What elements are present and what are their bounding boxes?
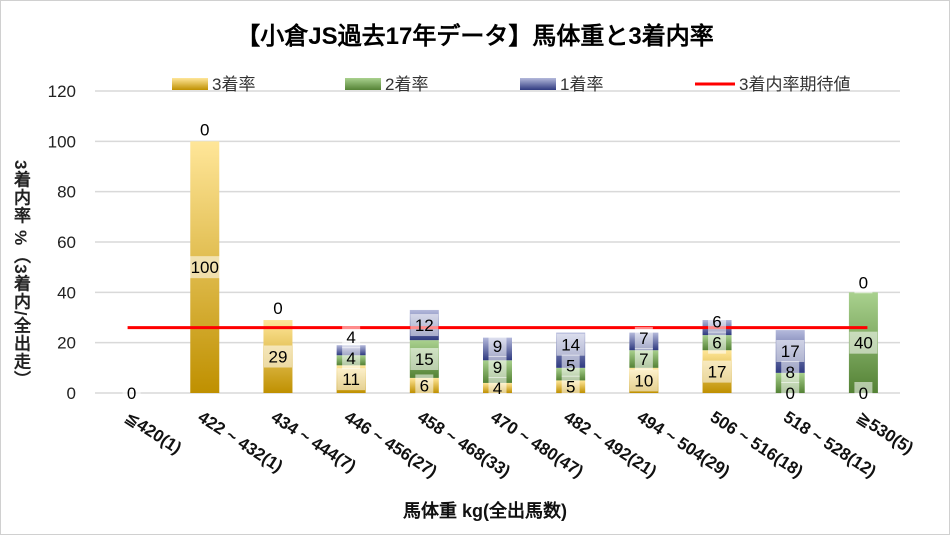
- chart-title: 【小倉JS過去17年データ】馬体重と3着内率: [236, 23, 714, 50]
- data-label: 29: [268, 348, 287, 367]
- data-label: 14: [561, 336, 580, 355]
- legend-label: 2着率: [385, 75, 428, 94]
- data-label: 0: [859, 273, 868, 292]
- data-label: 11: [342, 370, 360, 389]
- data-label-bg: [781, 361, 800, 383]
- data-label: 12: [415, 316, 434, 335]
- data-label: 6: [420, 376, 429, 395]
- data-label-bg: [849, 331, 878, 354]
- data-label-bg: [634, 327, 653, 350]
- data-label-bg: [708, 310, 727, 333]
- data-label-bg: [854, 382, 873, 404]
- data-label: 100: [191, 258, 219, 277]
- data-label: 7: [639, 350, 648, 369]
- data-label-bg: [708, 331, 727, 354]
- y-tick-label: 100: [48, 132, 76, 151]
- data-label-bg: [488, 355, 507, 378]
- y-tick-label: 80: [57, 183, 76, 202]
- y-tick-label: 120: [48, 82, 76, 101]
- legend-label: 3着内率期待値: [739, 75, 850, 94]
- legend-label: 1着率: [560, 75, 603, 94]
- data-label-bg: [342, 347, 361, 370]
- data-label: 4: [493, 379, 502, 398]
- y-tick-label: 0: [67, 384, 76, 403]
- data-label-bg: [634, 348, 653, 371]
- data-label: 5: [566, 378, 575, 397]
- data-label: 17: [781, 342, 800, 361]
- data-label-bg: [854, 271, 873, 294]
- data-label: 6: [712, 313, 721, 332]
- data-label: 9: [493, 337, 502, 356]
- data-label: 10: [634, 371, 653, 390]
- data-label-bg: [185, 256, 224, 279]
- y-tick-label: 20: [57, 334, 76, 353]
- x-axis-title: 馬体重 kg(全出馬数): [403, 501, 567, 521]
- data-label-bg: [263, 345, 292, 368]
- data-label-bg: [776, 340, 805, 362]
- data-label-bg: [410, 314, 439, 337]
- data-label: 4: [346, 349, 355, 368]
- y-tick-label: 60: [57, 233, 76, 252]
- data-label-bg: [122, 382, 141, 404]
- data-label: 17: [708, 363, 727, 382]
- data-label: 40: [854, 334, 873, 353]
- data-label-bg: [781, 382, 800, 404]
- x-tick-label: ≦420(1): [121, 407, 185, 457]
- data-label-bg: [556, 333, 585, 356]
- data-label: 9: [493, 358, 502, 377]
- data-label-bg: [342, 326, 361, 349]
- data-label-bg: [629, 369, 658, 392]
- data-label: 8: [785, 363, 794, 382]
- data-label: 0: [785, 384, 794, 403]
- legend-swatch: [345, 78, 381, 90]
- y-tick-label: 40: [57, 283, 76, 302]
- data-label: 15: [415, 350, 434, 369]
- y-axis-title: 3着内率 %（3着内/全出走）: [11, 160, 30, 389]
- legend-label: 3着率: [212, 75, 255, 94]
- data-label-bg: [415, 374, 434, 397]
- data-label: 0: [200, 120, 209, 139]
- data-label-bg: [703, 360, 732, 383]
- data-label: 4: [346, 328, 355, 347]
- data-label: 5: [566, 357, 575, 376]
- data-label: 0: [273, 299, 282, 318]
- data-label: 6: [712, 334, 721, 353]
- data-label-bg: [561, 354, 580, 377]
- legend-swatch: [172, 78, 208, 90]
- data-label-bg: [268, 297, 287, 320]
- x-tick-label: ≧530(5): [853, 407, 917, 457]
- legend-swatch: [520, 78, 556, 90]
- data-label-bg: [488, 334, 507, 357]
- data-label-bg: [410, 348, 439, 371]
- data-label: 7: [639, 329, 648, 348]
- data-label: 0: [127, 384, 136, 403]
- data-label-bg: [195, 118, 214, 141]
- data-label-bg: [488, 376, 507, 399]
- data-label-bg: [337, 368, 366, 391]
- data-label-bg: [561, 375, 580, 398]
- data-label: 0: [859, 384, 868, 403]
